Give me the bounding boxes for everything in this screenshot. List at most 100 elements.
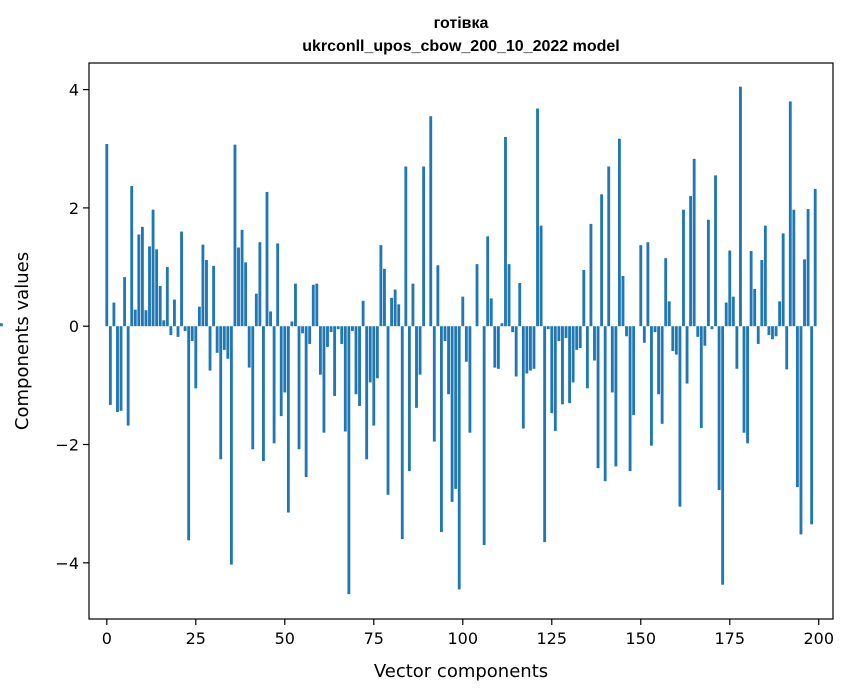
bar-86 [411, 283, 415, 327]
chart-title: готівка [434, 15, 489, 32]
bar-33 [222, 326, 226, 350]
bar-132 [575, 326, 579, 350]
bar-113 [507, 264, 511, 327]
x-tick-label: 150 [625, 629, 656, 648]
bar-164 [689, 196, 693, 327]
bar-66 [340, 326, 344, 344]
y-tick-label: 2 [69, 199, 79, 218]
bar-157 [664, 258, 668, 327]
bar-119 [528, 326, 532, 371]
bar-195 [799, 326, 803, 535]
bar-71 [358, 326, 361, 407]
bar-67 [343, 326, 347, 432]
y-ticks: −4 −2 0 2 4 [55, 81, 89, 573]
bar-135 [585, 326, 589, 389]
bar-112 [504, 136, 507, 327]
bar-11 [144, 310, 148, 327]
bar-17 [165, 267, 169, 327]
bar-197 [806, 209, 810, 327]
bar-89 [422, 166, 426, 327]
bar-50 [283, 326, 287, 393]
bar-2 [112, 302, 116, 327]
bar-97 [450, 326, 454, 502]
bar-88 [418, 326, 422, 375]
bar-174 [724, 302, 728, 327]
x-tick-label: 100 [448, 629, 479, 648]
bar-156 [660, 326, 664, 424]
bar-115 [514, 326, 518, 377]
x-tick-label: 175 [714, 629, 745, 648]
bar-144 [617, 138, 621, 327]
bar-73 [365, 326, 369, 460]
bar-177 [735, 326, 739, 369]
bar-131 [571, 326, 575, 383]
bar-74 [368, 326, 372, 383]
bar-123 [543, 326, 547, 543]
bar-118 [525, 326, 529, 374]
bar-180 [746, 326, 749, 444]
bar-138 [596, 326, 600, 469]
y-tick-label: 0 [69, 317, 79, 336]
bar-83 [400, 326, 404, 540]
bar-13 [151, 209, 155, 327]
bar-30 [212, 265, 216, 327]
bar-82 [397, 304, 401, 327]
bar-129 [564, 326, 568, 339]
x-axis-label: Vector components [374, 661, 548, 682]
bar-192 [788, 101, 792, 327]
bar-136 [589, 223, 593, 327]
bar-84 [404, 166, 408, 327]
bar-4 [119, 326, 123, 411]
bar-47 [272, 326, 276, 444]
bar-98 [454, 326, 458, 489]
plot-frame [88, 62, 834, 620]
bar-26 [197, 306, 201, 327]
bar-40 [247, 326, 251, 368]
bar-120 [532, 326, 536, 369]
x-tick-label: 75 [364, 629, 384, 648]
bar-181 [749, 251, 753, 327]
bar-126 [553, 326, 557, 431]
bar-51 [286, 326, 290, 513]
bar-137 [593, 326, 596, 361]
bar-153 [650, 326, 653, 446]
bar-127 [557, 326, 561, 341]
bar-77 [379, 245, 383, 327]
bar-139 [600, 194, 604, 327]
y-tick-label: −4 [55, 554, 79, 573]
x-tick-label: 125 [537, 629, 568, 648]
bar-64 [333, 326, 337, 397]
bar-106 [482, 326, 486, 546]
bar-168 [703, 326, 707, 346]
bar-151 [642, 326, 646, 343]
bar-193 [792, 209, 796, 327]
bar-189 [778, 301, 782, 327]
bar-124 [546, 326, 550, 330]
bar-140 [603, 326, 607, 482]
bar-34 [226, 326, 230, 359]
bar-95 [443, 326, 447, 341]
bar-91 [429, 116, 433, 327]
bar-29 [208, 326, 212, 371]
bar-128 [561, 326, 564, 405]
bar-114 [511, 326, 515, 333]
bar-48 [276, 243, 280, 327]
bar-19 [173, 299, 176, 327]
bar-150 [639, 245, 643, 327]
bar-43 [258, 242, 262, 327]
bars-group [0, 86, 817, 595]
bar-142 [610, 326, 614, 393]
bar-31 [215, 326, 219, 353]
bar-108 [489, 298, 493, 327]
bar-100 [461, 296, 465, 327]
bar-188 [774, 326, 778, 337]
bar-21 [180, 231, 183, 327]
bar-42 [254, 293, 258, 327]
bar-76 [375, 326, 379, 379]
bar-145 [621, 275, 625, 327]
bar-173 [721, 326, 725, 585]
bar-25 [194, 326, 198, 389]
bar-102 [468, 326, 472, 433]
bar-199 [813, 188, 817, 327]
bar-75 [372, 326, 376, 426]
